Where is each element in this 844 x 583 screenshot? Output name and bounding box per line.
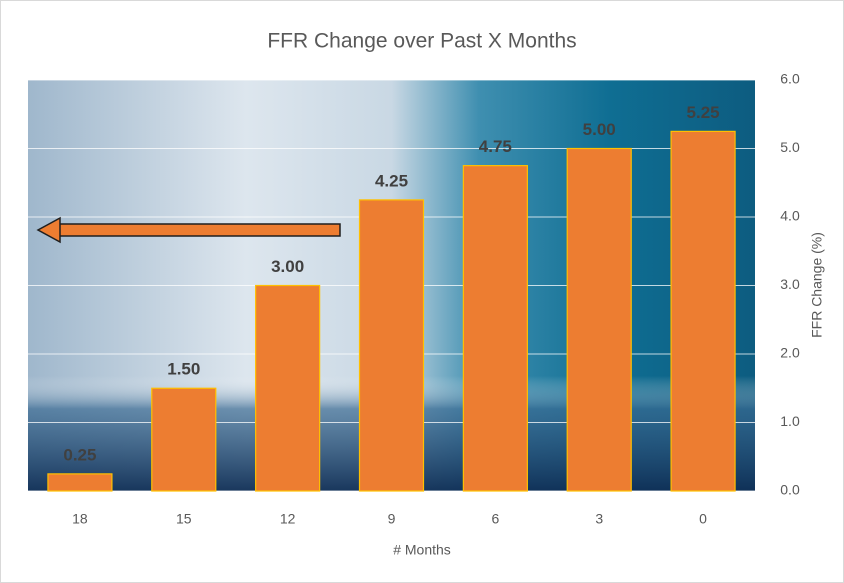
x-tick-label: 6	[491, 511, 499, 527]
data-label: 5.25	[687, 103, 720, 122]
x-tick-label: 12	[280, 511, 296, 527]
bar	[255, 284, 321, 492]
bar	[151, 387, 217, 492]
x-tick-label: 3	[595, 511, 603, 527]
arrow	[36, 216, 341, 244]
y-tick-label: 4.0	[780, 208, 800, 224]
data-label: 1.50	[167, 360, 200, 379]
data-label: 4.25	[375, 171, 408, 190]
data-label: 4.75	[479, 137, 512, 156]
y-tick-label: 0.0	[780, 482, 800, 498]
x-tick-label: 9	[388, 511, 396, 527]
x-tick-label: 15	[176, 511, 192, 527]
bar	[566, 147, 632, 492]
y-tick-label: 5.0	[780, 139, 800, 155]
x-tick-label: 0	[699, 511, 707, 527]
data-label: 0.25	[63, 445, 96, 464]
bar	[462, 165, 528, 492]
y-tick-label: 3.0	[780, 276, 800, 292]
data-label: 3.00	[271, 257, 304, 276]
y-axis-title: FFR Change (%)	[809, 232, 825, 338]
bar	[47, 473, 113, 492]
y-tick-label: 2.0	[780, 345, 800, 361]
chart-title: FFR Change over Past X Months	[267, 30, 576, 53]
x-tick-label: 18	[72, 511, 88, 527]
bar	[358, 199, 425, 492]
y-tick-label: 1.0	[780, 413, 800, 429]
bar	[670, 130, 736, 492]
y-tick-label: 6.0	[780, 71, 800, 87]
x-axis-title: # Months	[393, 542, 451, 558]
data-label: 5.00	[583, 120, 616, 139]
